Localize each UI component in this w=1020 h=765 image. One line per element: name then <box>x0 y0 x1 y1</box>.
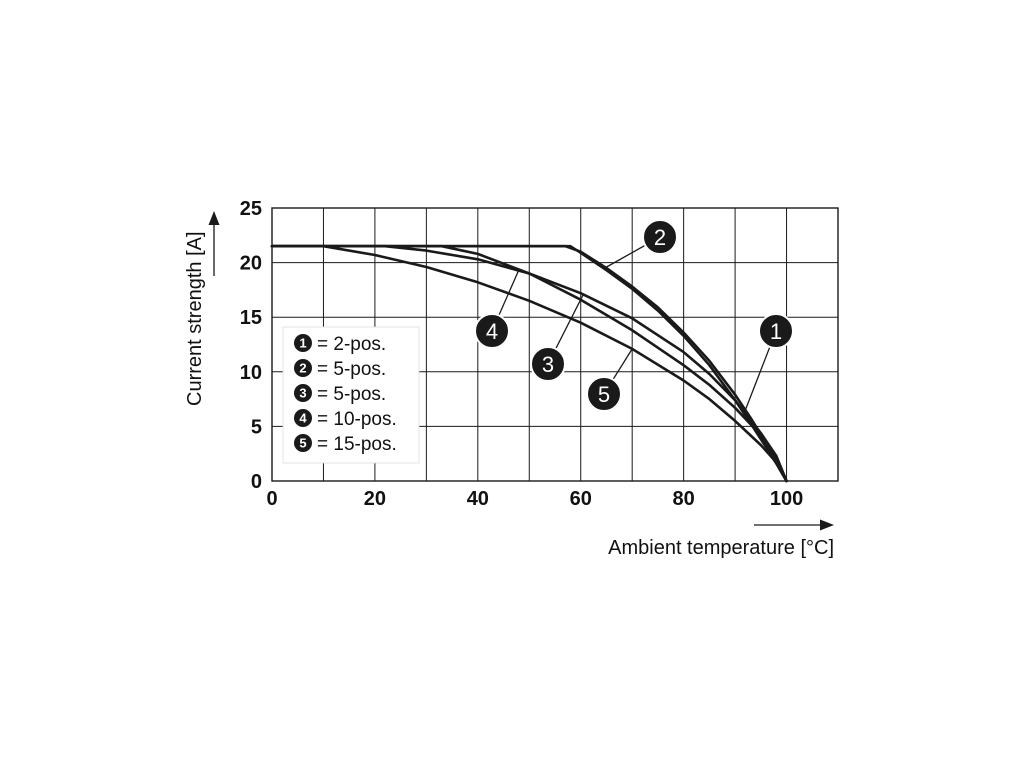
callout-circle-2 <box>642 219 678 255</box>
y-tick-label: 20 <box>240 253 262 275</box>
x-axis-title: Ambient temperature [°C] <box>608 537 834 559</box>
grid <box>271 207 839 482</box>
callout-circle-3 <box>530 346 566 382</box>
y-tick-label: 10 <box>240 362 262 384</box>
x-axis-arrow-icon <box>820 519 834 531</box>
curve-series-5 <box>270 244 788 483</box>
legend-badge-label: 5 <box>299 436 306 451</box>
legend: 1 = 2-pos. 2 = 5-pos. 3 = 5-pos. 4 = 10-pos. 5 = … <box>282 326 420 464</box>
callout-circle-1 <box>758 313 794 349</box>
y-axis-title: Current strength [A] <box>184 231 206 406</box>
curve-callouts: 2 1 4 3 5 <box>474 219 794 412</box>
plot-frame <box>271 207 839 482</box>
callout-label-3: 3 <box>542 352 554 377</box>
y-tick-label: 25 <box>240 198 262 220</box>
legend-badge-4 <box>294 409 312 427</box>
legend-entry-2: = 5-pos. <box>317 359 386 380</box>
legend-badge-label: 1 <box>299 336 306 351</box>
x-tick-label: 100 <box>770 488 803 510</box>
callout-label-2: 2 <box>654 225 666 250</box>
legend-badge-label: 2 <box>299 361 306 376</box>
legend-badge-3 <box>294 384 312 402</box>
legend-badge-5 <box>294 434 312 452</box>
curve-series-4 <box>270 244 788 483</box>
legend-entry-4: = 10-pos. <box>317 409 397 430</box>
legend-entry-3: = 5-pos. <box>317 384 386 405</box>
y-tick-label: 15 <box>240 307 262 329</box>
callout-label-1: 1 <box>770 319 782 344</box>
callout-label-5: 5 <box>598 382 610 407</box>
legend-badge-1 <box>294 334 312 352</box>
legend-entry-1: = 2-pos. <box>317 334 386 355</box>
curves <box>270 244 788 483</box>
legend-entry-5: = 15-pos. <box>317 434 397 455</box>
x-tick-label: 0 <box>266 488 277 510</box>
y-axis-arrow-icon <box>208 211 220 225</box>
x-tick-label: 60 <box>570 488 592 510</box>
legend-badge-label: 3 <box>299 386 306 401</box>
callout-circle-4 <box>474 313 510 349</box>
y-tick-label: 5 <box>251 416 262 438</box>
legend-badge-label: 4 <box>299 411 307 426</box>
curve-series-3 <box>270 244 788 483</box>
x-tick-label: 80 <box>673 488 695 510</box>
callout-circle-5 <box>586 376 622 412</box>
legend-badge-2 <box>294 359 312 377</box>
x-tick-label: 20 <box>364 488 386 510</box>
y-tick-label: 0 <box>251 471 262 493</box>
x-tick-label: 40 <box>467 488 489 510</box>
callout-label-4: 4 <box>486 319 498 344</box>
